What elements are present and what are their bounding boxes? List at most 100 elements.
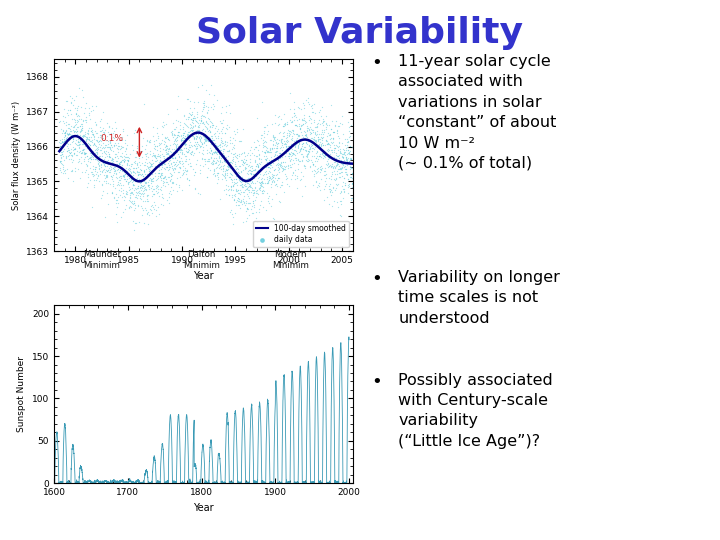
Point bbox=[105, 141, 117, 150]
Point bbox=[151, 174, 163, 183]
Point bbox=[111, 168, 122, 177]
Point bbox=[96, 156, 107, 165]
Point bbox=[207, 105, 218, 113]
Point bbox=[261, 148, 272, 157]
Point bbox=[142, 136, 153, 145]
Point bbox=[238, 158, 249, 167]
Point bbox=[157, 193, 168, 202]
Point bbox=[287, 150, 299, 158]
Point bbox=[264, 145, 276, 154]
Point bbox=[198, 139, 210, 147]
Point bbox=[205, 145, 217, 154]
Point bbox=[238, 180, 250, 189]
Point bbox=[204, 117, 216, 125]
Point bbox=[171, 148, 183, 157]
Point bbox=[255, 166, 266, 174]
Point bbox=[67, 146, 78, 154]
Point bbox=[305, 163, 316, 171]
Point bbox=[195, 117, 207, 125]
Point bbox=[207, 159, 218, 168]
Point bbox=[182, 145, 194, 153]
Point bbox=[279, 138, 290, 147]
Point bbox=[279, 120, 291, 129]
Point bbox=[113, 172, 125, 181]
Point bbox=[192, 156, 203, 165]
Point bbox=[127, 140, 138, 149]
Point bbox=[314, 167, 325, 176]
Point bbox=[161, 177, 172, 186]
Point bbox=[165, 183, 176, 192]
Point bbox=[328, 148, 340, 157]
Point bbox=[315, 152, 326, 160]
Point bbox=[238, 155, 250, 164]
Point bbox=[208, 156, 220, 165]
Point bbox=[104, 138, 115, 147]
Point bbox=[312, 119, 323, 128]
Point bbox=[316, 139, 328, 148]
Point bbox=[264, 173, 275, 182]
Point bbox=[257, 203, 269, 212]
Point bbox=[166, 126, 178, 135]
Point bbox=[143, 183, 154, 191]
Point bbox=[109, 168, 120, 177]
Point bbox=[176, 141, 188, 150]
Point bbox=[155, 139, 166, 147]
Point bbox=[86, 130, 97, 138]
Point bbox=[116, 153, 127, 161]
Point bbox=[163, 144, 175, 152]
Point bbox=[114, 160, 125, 168]
Point bbox=[107, 143, 118, 151]
Point bbox=[219, 173, 230, 182]
Point bbox=[180, 144, 192, 153]
Point bbox=[307, 144, 318, 152]
Point bbox=[175, 136, 186, 144]
Point bbox=[235, 156, 246, 164]
Point bbox=[249, 183, 261, 191]
Point bbox=[194, 128, 205, 137]
Point bbox=[319, 148, 330, 157]
Point bbox=[216, 162, 228, 171]
Point bbox=[303, 126, 315, 134]
Point bbox=[261, 166, 272, 175]
Point bbox=[297, 119, 309, 128]
Point bbox=[149, 164, 161, 172]
Point bbox=[158, 139, 170, 148]
Point bbox=[242, 198, 253, 207]
Point bbox=[115, 142, 127, 151]
Point bbox=[67, 134, 78, 143]
Point bbox=[246, 161, 258, 170]
Point bbox=[250, 184, 261, 193]
Point bbox=[174, 127, 185, 136]
Point bbox=[287, 136, 298, 145]
Point bbox=[96, 125, 107, 134]
Point bbox=[291, 148, 302, 157]
Point bbox=[233, 185, 244, 194]
Point bbox=[108, 165, 120, 174]
Point bbox=[263, 171, 274, 180]
Point bbox=[193, 141, 204, 150]
Point bbox=[274, 128, 286, 137]
Point bbox=[232, 167, 243, 176]
Point bbox=[207, 132, 218, 140]
Point bbox=[197, 155, 208, 164]
Point bbox=[160, 165, 171, 173]
Point bbox=[65, 145, 76, 154]
Point bbox=[281, 145, 292, 153]
Point bbox=[265, 183, 276, 192]
Point bbox=[256, 178, 268, 186]
Point bbox=[243, 167, 254, 176]
Point bbox=[85, 153, 96, 162]
Point bbox=[138, 186, 149, 195]
Point bbox=[295, 105, 307, 113]
Point bbox=[175, 130, 186, 139]
Point bbox=[287, 126, 298, 134]
Point bbox=[204, 122, 216, 131]
Point bbox=[81, 183, 92, 192]
Point bbox=[132, 202, 144, 211]
Point bbox=[118, 152, 130, 160]
100-day smoothed bbox=[67, 134, 76, 140]
Point bbox=[295, 150, 307, 158]
Point bbox=[147, 190, 158, 199]
Point bbox=[127, 167, 138, 176]
Point bbox=[330, 173, 341, 182]
